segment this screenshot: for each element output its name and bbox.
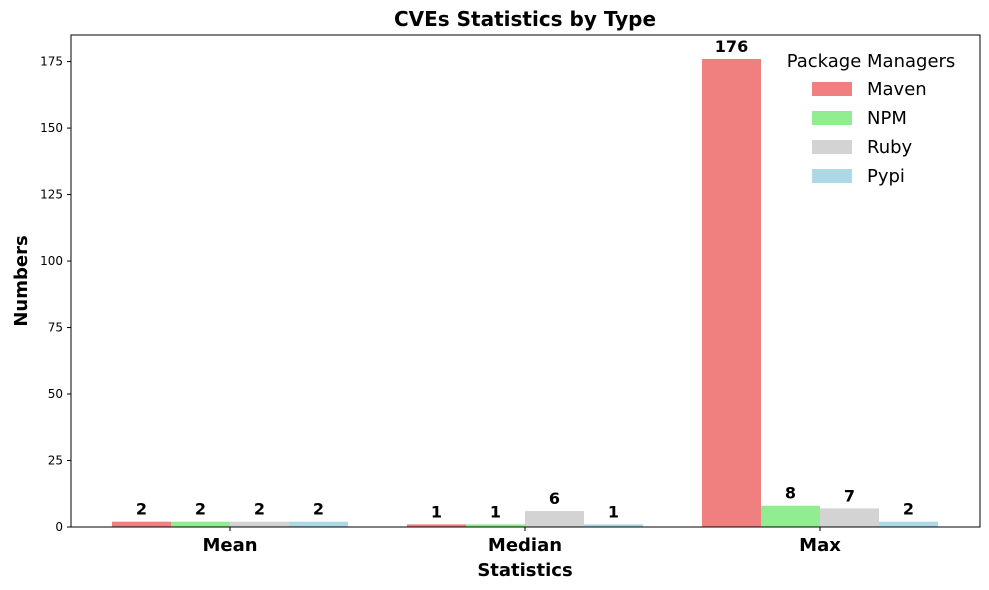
data-label-maven-median: 1 — [431, 502, 442, 521]
plot-frame — [70, 34, 981, 528]
y-tick-label: 0 — [55, 520, 63, 534]
legend-swatch-pypi — [812, 169, 852, 183]
data-label-ruby-max: 7 — [844, 486, 855, 505]
bar-pypi-mean — [289, 521, 348, 527]
x-axis: Mean Median Max — [202, 527, 841, 556]
legend-label-npm: NPM — [867, 108, 907, 129]
bar-ruby-max — [820, 508, 879, 527]
y-tick-label: 75 — [48, 321, 63, 335]
legend: Package Managers Maven NPM Ruby Pypi — [787, 51, 956, 187]
y-tick-label: 175 — [40, 55, 63, 69]
y-tick-label: 50 — [48, 387, 63, 401]
data-label-maven-mean: 2 — [136, 500, 147, 519]
legend-label-maven: Maven — [867, 79, 927, 100]
legend-swatch-maven — [812, 82, 852, 96]
legend-swatch-ruby — [812, 140, 852, 154]
bar-maven-max — [702, 58, 761, 528]
x-tick-label-mean: Mean — [202, 535, 257, 556]
data-label-ruby-mean: 2 — [254, 500, 265, 519]
legend-title: Package Managers — [787, 51, 956, 72]
y-axis: 0 25 50 75 100 125 150 175 — [40, 55, 71, 534]
data-label-ruby-median: 6 — [549, 489, 560, 508]
data-label-npm-max: 8 — [785, 484, 796, 503]
bars-group — [112, 58, 938, 528]
data-label-npm-median: 1 — [490, 502, 501, 521]
bar-pypi-median — [584, 524, 643, 527]
y-tick-label: 25 — [48, 454, 63, 468]
bar-ruby-mean — [230, 521, 289, 527]
x-tick-label-median: Median — [488, 535, 562, 556]
y-axis-label: Numbers — [11, 235, 32, 326]
chart-title: CVEs Statistics by Type — [394, 7, 656, 31]
bar-npm-max — [761, 505, 820, 527]
data-label-pypi-median: 1 — [608, 502, 619, 521]
y-tick-label: 125 — [40, 188, 63, 202]
y-tick-label: 100 — [40, 254, 63, 268]
x-axis-label: Statistics — [477, 560, 572, 581]
x-tick-label-max: Max — [799, 535, 841, 556]
legend-swatch-npm — [812, 111, 852, 125]
bar-npm-mean — [171, 521, 230, 527]
data-label-pypi-mean: 2 — [313, 500, 324, 519]
bar-ruby-median — [525, 511, 584, 527]
bar-maven-mean — [112, 521, 171, 527]
data-label-maven-max: 176 — [715, 37, 748, 56]
legend-label-pypi: Pypi — [867, 166, 905, 187]
bar-npm-median — [466, 524, 525, 527]
data-label-pypi-max: 2 — [903, 500, 914, 519]
bar-maven-median — [407, 524, 466, 527]
data-label-npm-mean: 2 — [195, 500, 206, 519]
y-tick-label: 150 — [40, 121, 63, 135]
legend-label-ruby: Ruby — [867, 137, 913, 158]
bar-pypi-max — [879, 521, 938, 527]
